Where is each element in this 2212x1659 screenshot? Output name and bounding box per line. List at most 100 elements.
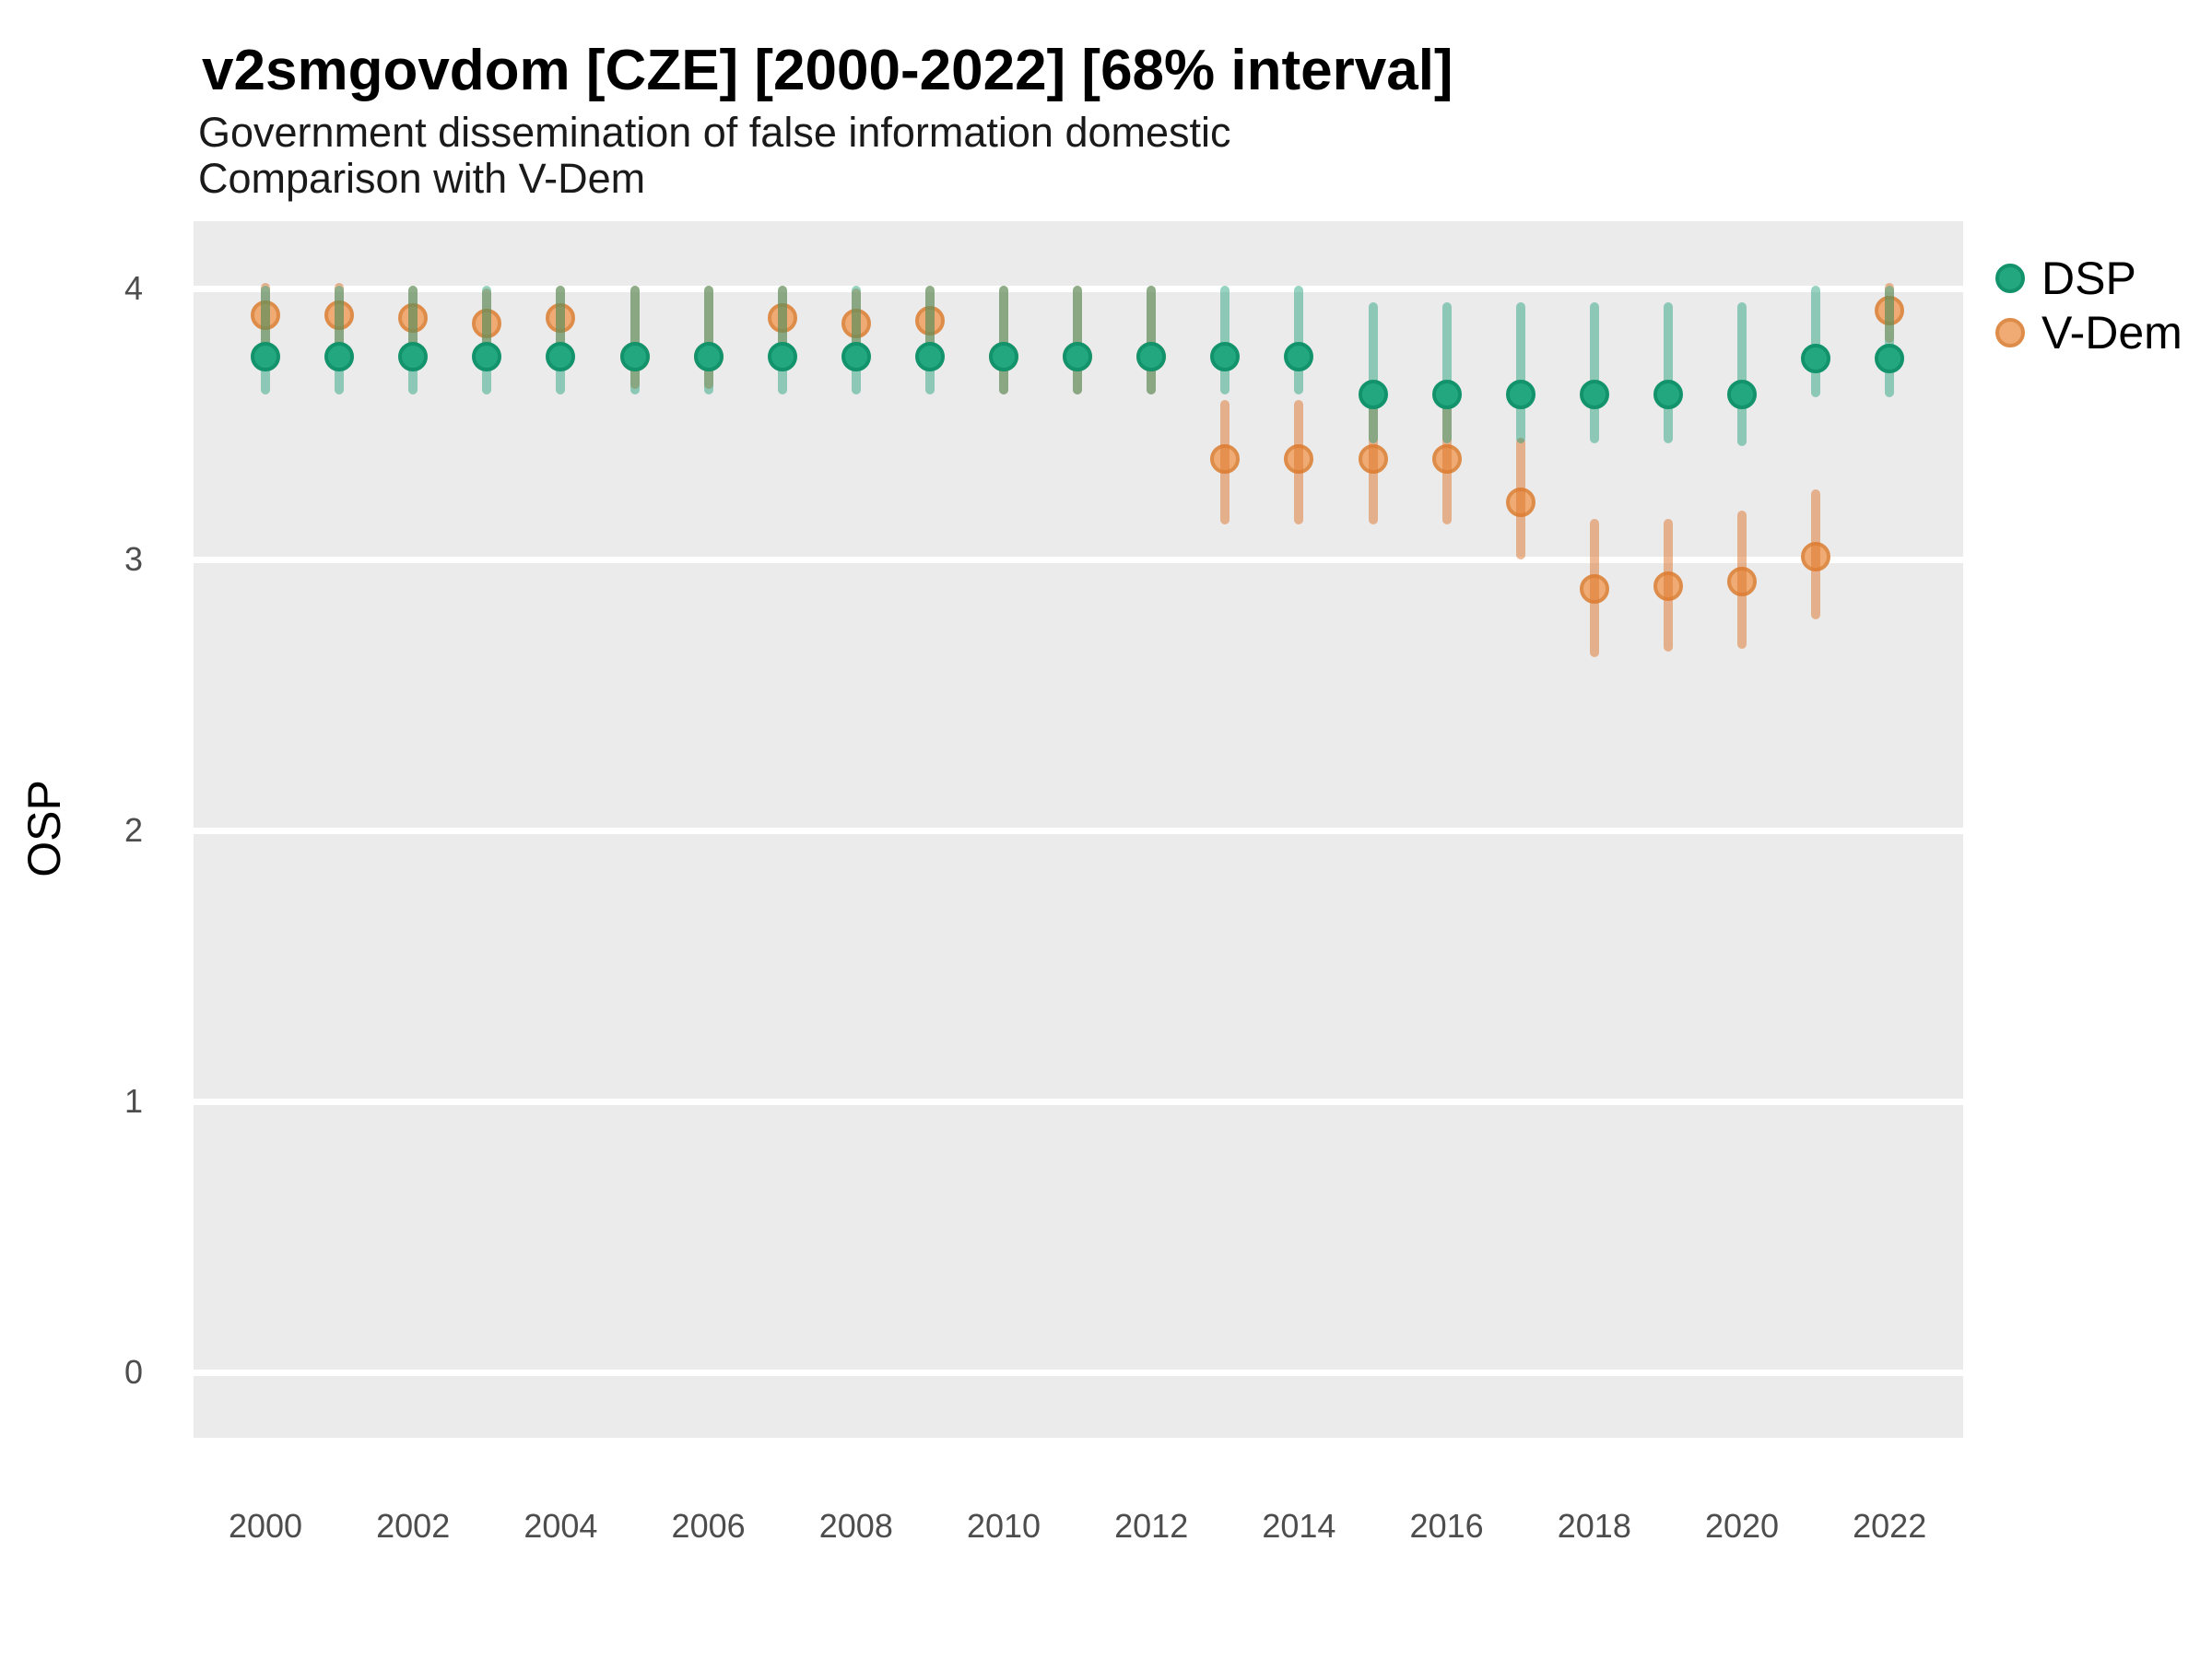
vdem-interval-bar-2021 xyxy=(1811,488,1821,619)
dsp-point-2003 xyxy=(472,341,502,371)
dsp-point-2009 xyxy=(914,341,945,371)
x-tick-label-2000: 2000 xyxy=(228,1507,303,1545)
x-tick-label-2018: 2018 xyxy=(1557,1507,1631,1545)
x-tick-label-2012: 2012 xyxy=(1114,1507,1189,1545)
dsp-interval-bar-2001 xyxy=(335,286,345,394)
dsp-point-2004 xyxy=(546,341,576,371)
dsp-interval-bar-2005 xyxy=(629,286,640,394)
dsp-legend-dot-icon xyxy=(1995,263,2025,293)
gridline-y-3 xyxy=(194,556,1963,563)
vdem-interval-bar-2019 xyxy=(1663,518,1673,652)
dsp-interval-bar-2021 xyxy=(1811,286,1821,397)
dsp-point-2000 xyxy=(251,341,280,371)
dsp-point-2011 xyxy=(1063,341,1093,371)
vdem-interval-bar-2017 xyxy=(1515,437,1525,559)
vdem-interval-bar-2013 xyxy=(1220,399,1230,524)
chart-subtitle-line2: Comparison with V-Dem xyxy=(198,155,646,202)
x-tick-label-2006: 2006 xyxy=(671,1507,746,1545)
vdem-interval-bar-2003 xyxy=(482,288,492,357)
dsp-interval-bar-2019 xyxy=(1663,301,1673,443)
vdem-interval-bar-2020 xyxy=(1737,511,1747,650)
x-tick-label-2008: 2008 xyxy=(818,1507,893,1545)
y-tick-label-1: 1 xyxy=(124,1082,143,1120)
x-tick-label-2010: 2010 xyxy=(966,1507,1041,1545)
vdem-interval-bar-2001 xyxy=(335,283,345,348)
dsp-point-2018 xyxy=(1579,379,1609,409)
x-tick-label-2020: 2020 xyxy=(1704,1507,1780,1545)
dsp-interval-bar-2015 xyxy=(1368,301,1378,443)
dsp-point-2007 xyxy=(767,341,797,371)
dsp-interval-bar-2011 xyxy=(1073,286,1083,394)
dsp-point-2015 xyxy=(1358,379,1388,409)
dsp-interval-bar-2012 xyxy=(1147,286,1157,394)
dsp-interval-bar-2000 xyxy=(261,286,270,394)
vdem-interval-bar-2007 xyxy=(777,286,787,351)
vdem-interval-bar-2009 xyxy=(924,286,935,354)
dsp-interval-bar-2016 xyxy=(1441,301,1452,443)
vdem-legend-dot-icon xyxy=(1995,317,2025,347)
dsp-interval-bar-2009 xyxy=(924,286,935,394)
dsp-point-2016 xyxy=(1431,379,1462,409)
dsp-interval-bar-2010 xyxy=(999,286,1008,394)
dsp-point-2022 xyxy=(1875,344,1905,374)
dsp-point-2008 xyxy=(841,341,871,371)
dsp-interval-bar-2014 xyxy=(1294,286,1304,394)
dsp-point-2012 xyxy=(1136,341,1167,371)
vdem-interval-bar-2004 xyxy=(556,286,566,351)
x-tick-label-2016: 2016 xyxy=(1409,1507,1484,1545)
vdem-interval-bar-2018 xyxy=(1589,518,1599,657)
dsp-interval-bar-2013 xyxy=(1220,286,1230,394)
gridline-y-2 xyxy=(194,827,1963,834)
y-tick-label-0: 0 xyxy=(124,1353,143,1391)
gridline-y-1 xyxy=(194,1098,1963,1105)
dsp-point-2006 xyxy=(693,341,724,371)
dsp-point-2020 xyxy=(1727,379,1757,409)
vdem-interval-bar-2006 xyxy=(703,286,713,389)
dsp-interval-bar-2004 xyxy=(556,286,566,394)
x-tick-label-2022: 2022 xyxy=(1853,1507,1927,1545)
dsp-interval-bar-2006 xyxy=(703,286,713,394)
gridline-y-0 xyxy=(194,1369,1963,1376)
y-tick-label-3: 3 xyxy=(124,540,143,578)
legend-item-vdem: V-Dem xyxy=(1995,305,2183,359)
chart-title: v2smgovdom [CZE] [2000-2022] [68% interv… xyxy=(202,39,1453,102)
vdem-interval-bar-2000 xyxy=(261,283,270,348)
vdem-interval-bar-2010 xyxy=(999,286,1008,394)
dsp-point-2014 xyxy=(1284,341,1314,371)
vdem-interval-bar-2015 xyxy=(1368,399,1378,524)
vdem-interval-bar-2014 xyxy=(1294,399,1304,524)
vdem-interval-bar-2008 xyxy=(851,288,861,354)
dsp-interval-bar-2022 xyxy=(1885,286,1895,397)
dsp-interval-bar-2007 xyxy=(777,286,787,394)
vdem-interval-bar-2005 xyxy=(629,286,640,389)
legend-label-dsp: DSP xyxy=(2041,252,2136,304)
legend-item-dsp: DSP xyxy=(1995,251,2183,305)
x-tick-label-2002: 2002 xyxy=(376,1507,451,1545)
dsp-point-2017 xyxy=(1505,379,1535,409)
dsp-point-2005 xyxy=(619,341,650,371)
vdem-interval-bar-2012 xyxy=(1147,286,1157,394)
dsp-interval-bar-2017 xyxy=(1515,301,1525,443)
y-tick-label-2: 2 xyxy=(124,811,143,849)
dsp-point-2002 xyxy=(398,341,429,371)
vdem-interval-bar-2016 xyxy=(1441,399,1452,524)
vdem-interval-bar-2011 xyxy=(1073,286,1083,394)
dsp-interval-bar-2002 xyxy=(408,286,418,394)
legend-label-vdem: V-Dem xyxy=(2041,306,2183,359)
dsp-interval-bar-2018 xyxy=(1589,301,1599,443)
vdem-interval-bar-2022 xyxy=(1885,283,1895,343)
dsp-point-2019 xyxy=(1653,379,1683,409)
dsp-point-2010 xyxy=(989,341,1018,371)
legend: DSP V-Dem xyxy=(1995,251,2183,359)
vdem-interval-bar-2002 xyxy=(408,286,418,351)
dsp-point-2001 xyxy=(324,341,355,371)
dsp-point-2013 xyxy=(1210,341,1241,371)
dsp-interval-bar-2008 xyxy=(851,286,861,394)
dsp-interval-bar-2020 xyxy=(1737,301,1747,446)
dsp-interval-bar-2003 xyxy=(482,286,492,394)
x-tick-label-2004: 2004 xyxy=(524,1507,598,1545)
x-tick-label-2014: 2014 xyxy=(1262,1507,1336,1545)
chart-subtitle-line1: Government dissemination of false inform… xyxy=(198,109,1231,156)
dsp-point-2021 xyxy=(1801,344,1831,374)
